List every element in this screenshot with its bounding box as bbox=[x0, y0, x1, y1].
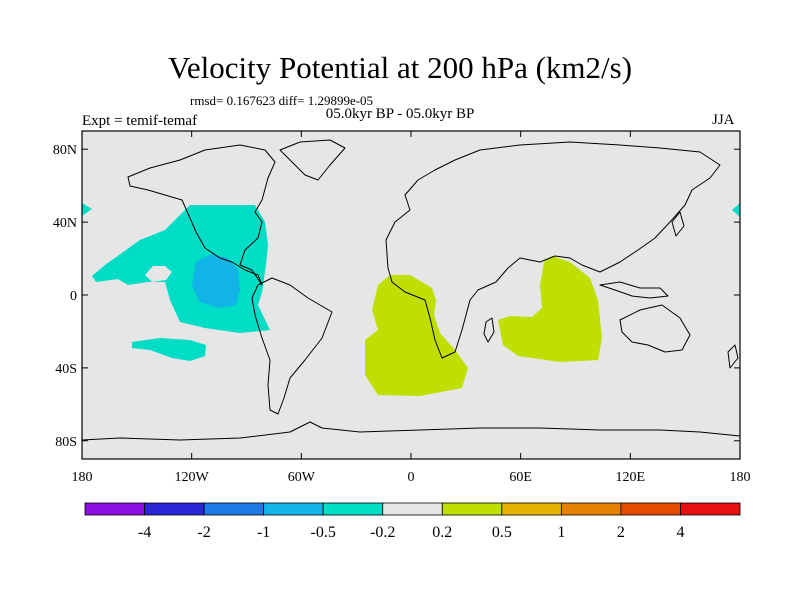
colorbar-box bbox=[144, 502, 205, 516]
colorbar: -4 -2 -1 -0.5 -0.2 0.2 0.5 1 2 4 bbox=[84, 502, 741, 541]
lon-tick-label: 60E bbox=[509, 470, 532, 485]
lat-tick-label: 40N bbox=[53, 216, 77, 231]
plot-title: Velocity Potential at 200 hPa (km2/s) bbox=[167, 50, 633, 85]
lat-tick-label: 40S bbox=[55, 362, 77, 377]
colorbar-box bbox=[680, 502, 741, 516]
colorbar-box bbox=[203, 502, 265, 516]
colorbar-label: 2 bbox=[617, 524, 625, 541]
contour-fill-positive-indian-ocean bbox=[498, 256, 602, 362]
contour-fill-negative-edge-east bbox=[732, 203, 740, 217]
colorbar-box bbox=[620, 502, 681, 516]
coastline-antarctica bbox=[82, 421, 740, 441]
colorbar-label: 0.2 bbox=[432, 524, 452, 541]
colorbar-box bbox=[84, 502, 145, 516]
colorbar-label: -2 bbox=[197, 524, 210, 541]
season-label: JJA bbox=[712, 112, 735, 128]
experiment-label: Expt = temif-temaf bbox=[82, 113, 198, 129]
coastline-australia bbox=[619, 304, 691, 353]
colorbar-label: -0.5 bbox=[311, 524, 336, 541]
colorbar-label: 1 bbox=[557, 524, 565, 541]
contour-hole bbox=[145, 266, 172, 282]
coastline-indonesia bbox=[599, 281, 669, 299]
colorbar-box bbox=[501, 502, 562, 516]
coastline-madagascar bbox=[483, 317, 495, 343]
contour-fill-negative-edge-west bbox=[82, 203, 92, 216]
coastline-south-america bbox=[251, 277, 333, 415]
colorbar-label: 0.5 bbox=[492, 524, 512, 541]
contour-fill-positive-atlantic bbox=[365, 275, 468, 396]
colorbar-box bbox=[322, 502, 384, 516]
colorbar-label: -1 bbox=[257, 524, 270, 541]
contour-fill-negative-south-pacific bbox=[132, 338, 206, 361]
lon-tick-label: 120W bbox=[175, 470, 210, 485]
colorbar-label: 4 bbox=[676, 524, 684, 541]
axis-ticks: 80N 40N 0 40S 80S 180 120W 60W 0 60E 120E 180 bbox=[53, 131, 751, 485]
coastline-greenland bbox=[279, 139, 346, 181]
coastline-japan bbox=[671, 211, 685, 237]
contour-fill-core-negative bbox=[192, 254, 240, 308]
colorbar-box bbox=[560, 502, 622, 516]
colorbar-label: -4 bbox=[138, 524, 151, 541]
period-label: 05.0kyr BP - 05.0kyr BP bbox=[325, 106, 475, 122]
lon-tick-label: 180 bbox=[72, 470, 93, 485]
coastline-new-zealand bbox=[727, 344, 739, 369]
coastline-north-america bbox=[127, 144, 276, 286]
contour-fills bbox=[82, 203, 740, 396]
colorbar-label: -0.2 bbox=[370, 524, 395, 541]
lat-tick-label: 80N bbox=[53, 143, 77, 158]
coastlines bbox=[82, 139, 740, 441]
stats-text: rmsd= 0.167623 diff= 1.29899e-05 bbox=[190, 93, 374, 108]
lat-tick-label: 80S bbox=[55, 435, 77, 450]
lon-tick-label: 180 bbox=[730, 470, 751, 485]
lon-tick-label: 60W bbox=[288, 470, 316, 485]
lon-tick-label: 120E bbox=[616, 470, 646, 485]
lat-tick-label: 0 bbox=[70, 289, 77, 304]
lon-tick-label: 0 bbox=[408, 470, 415, 485]
colorbar-box bbox=[441, 502, 503, 516]
coastline-eurasia-africa bbox=[385, 141, 721, 359]
colorbar-box bbox=[382, 502, 443, 516]
colorbar-box bbox=[263, 502, 324, 516]
